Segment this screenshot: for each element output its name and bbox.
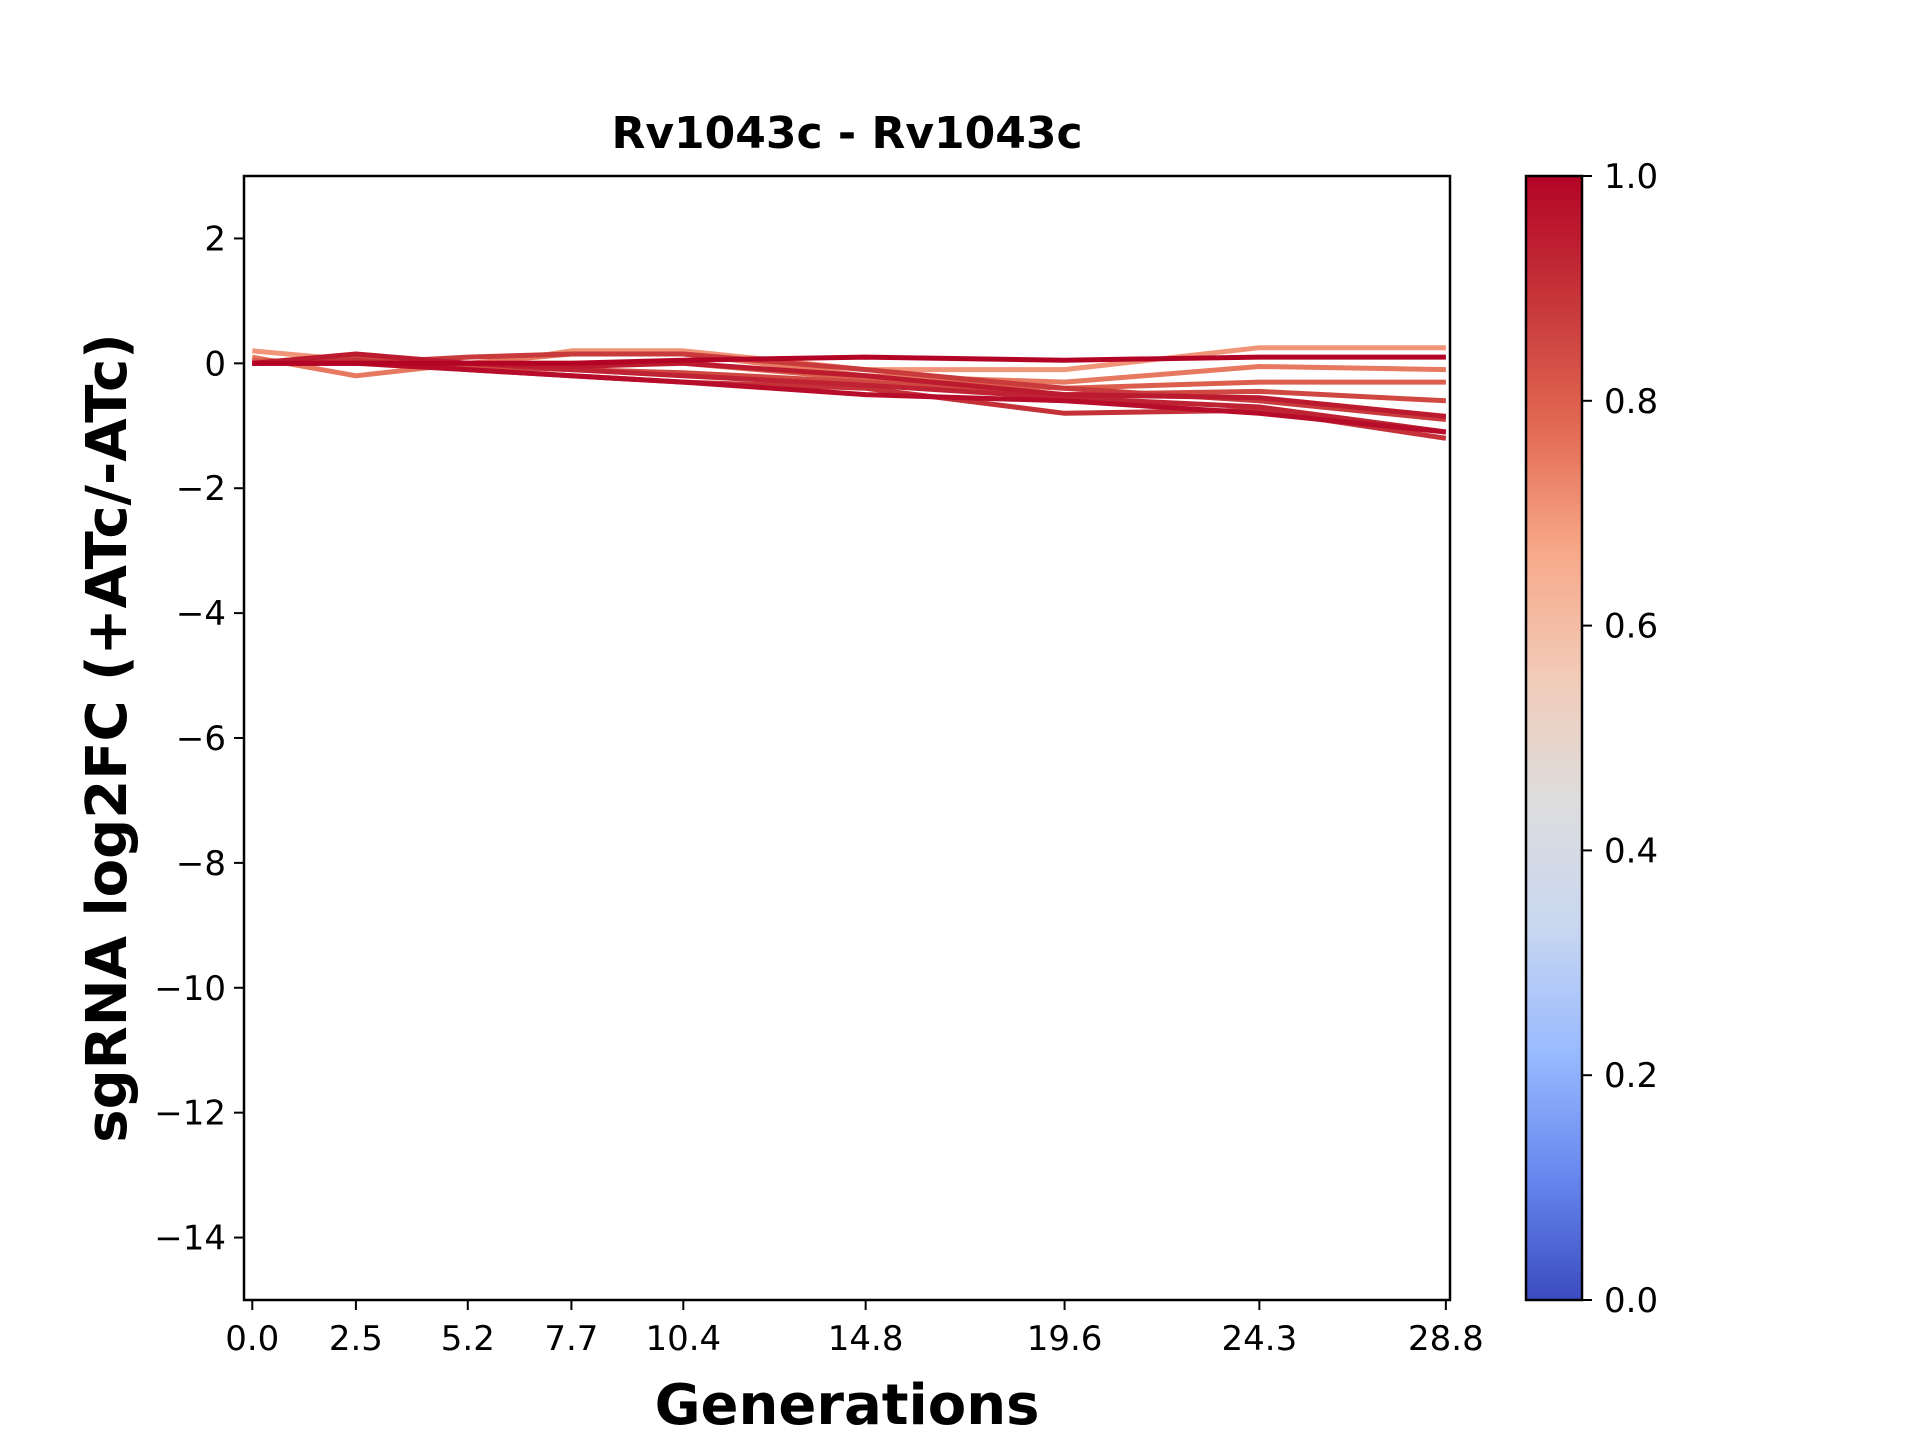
- y-tick-label: 0: [204, 344, 226, 384]
- y-axis: 2 0 −2 −4 −6 −8 −10 −12 −14: [154, 219, 244, 1259]
- series-line-10: [252, 354, 1446, 366]
- x-tick-label: 2.5: [329, 1319, 383, 1359]
- y-axis-label: sgRNA log2FC (+ATc/-ATc): [75, 333, 140, 1143]
- x-axis-label: Generations: [655, 1373, 1040, 1438]
- colorbar-tick-label: 0.4: [1604, 831, 1658, 871]
- y-tick-label: −8: [176, 844, 226, 884]
- x-tick-label: 19.6: [1027, 1319, 1103, 1359]
- series-line-8: [252, 351, 1447, 419]
- x-tick-label: 7.7: [544, 1319, 598, 1359]
- y-tick-label: 2: [204, 219, 226, 259]
- colorbar-tick-label: 0.0: [1604, 1281, 1658, 1321]
- x-tick-label: 10.4: [645, 1319, 721, 1359]
- x-tick-label: 28.8: [1408, 1319, 1484, 1359]
- colorbar: [1524, 174, 1584, 1302]
- chart-title: Rv1043c - Rv1043c: [611, 108, 1082, 159]
- y-tick-label: −2: [176, 469, 226, 509]
- colorbar-axis: 0.0 0.2 0.4 0.6 0.8 1.0: [1582, 157, 1658, 1321]
- plot-lines: [251, 345, 1447, 441]
- plot-area-frame: [242, 174, 1452, 1302]
- x-tick-label: 14.8: [828, 1319, 904, 1359]
- colorbar-tick-label: 0.6: [1604, 607, 1658, 647]
- x-tick-label: 24.3: [1222, 1319, 1298, 1359]
- y-tick-label: −14: [154, 1219, 226, 1259]
- colorbar-tick-label: 0.2: [1604, 1056, 1658, 1096]
- x-tick-label: 5.2: [441, 1319, 495, 1359]
- x-axis: 0.0 2.5 5.2 7.7 10.4 14.8 19.6 24.3 28.8: [225, 1300, 1484, 1359]
- y-tick-label: −6: [176, 719, 226, 759]
- x-tick-label: 0.0: [225, 1319, 279, 1359]
- y-tick-label: −10: [154, 969, 226, 1009]
- y-tick-label: −12: [154, 1094, 226, 1134]
- colorbar-tick-label: 0.8: [1604, 382, 1658, 422]
- y-tick-label: −4: [176, 594, 226, 634]
- colorbar-tick-label: 1.0: [1604, 157, 1658, 197]
